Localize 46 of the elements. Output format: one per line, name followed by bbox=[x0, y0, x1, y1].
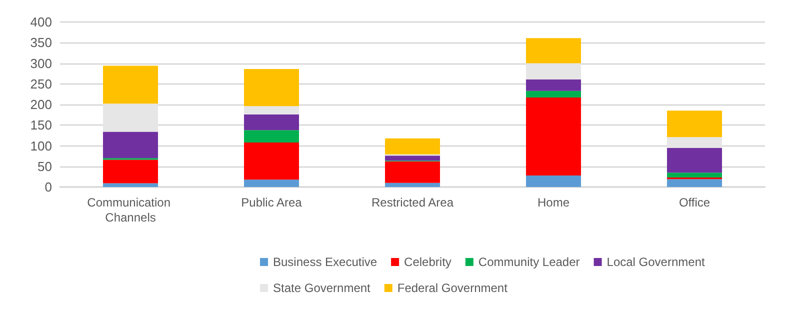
x-tick-label: Restricted Area bbox=[371, 196, 454, 210]
legend-label: Federal Government bbox=[397, 281, 508, 295]
bar bbox=[667, 172, 722, 178]
bar bbox=[103, 160, 158, 184]
bar bbox=[103, 183, 158, 187]
y-tick-label: 0 bbox=[44, 180, 52, 194]
legend-label: Business Executive bbox=[273, 255, 378, 269]
bar bbox=[244, 69, 299, 106]
bar bbox=[667, 137, 722, 148]
bar bbox=[526, 79, 581, 91]
bar bbox=[526, 97, 581, 176]
bar bbox=[667, 179, 722, 187]
bar bbox=[244, 180, 299, 187]
y-tick-label: 100 bbox=[30, 138, 52, 154]
bar bbox=[244, 142, 299, 180]
bar bbox=[526, 63, 581, 80]
y-tick-label: 50 bbox=[38, 158, 52, 174]
bar bbox=[667, 148, 722, 173]
y-tick-label: 250 bbox=[30, 76, 52, 92]
x-tick-label: Communication Channels bbox=[87, 196, 174, 224]
y-tick-label: 400 bbox=[30, 14, 52, 30]
bar bbox=[103, 104, 158, 132]
y-tick-label: 350 bbox=[30, 35, 52, 50]
bar bbox=[526, 175, 581, 187]
bar bbox=[526, 90, 581, 98]
bar bbox=[385, 182, 440, 187]
legend-label: Celebrity bbox=[404, 255, 452, 269]
x-tick-label: Home bbox=[537, 196, 570, 210]
bar bbox=[667, 110, 722, 138]
bar bbox=[103, 132, 158, 158]
y-tick-label: 200 bbox=[30, 97, 52, 112]
legend-label: Community Leader bbox=[478, 255, 580, 269]
bar bbox=[244, 114, 299, 130]
bar bbox=[385, 161, 440, 183]
legend-label: State Government bbox=[273, 281, 372, 295]
bar bbox=[244, 130, 299, 142]
bar bbox=[385, 156, 440, 161]
y-tick-label: 300 bbox=[30, 56, 52, 71]
bar bbox=[244, 106, 299, 114]
bar bbox=[526, 38, 581, 64]
bar bbox=[103, 66, 158, 104]
x-tick-label: Public Area bbox=[241, 196, 302, 210]
legend-label: Local Government bbox=[606, 255, 706, 269]
y-tick-label: 150 bbox=[30, 118, 52, 133]
x-tick-label: Office bbox=[678, 196, 710, 210]
bar bbox=[385, 138, 440, 154]
